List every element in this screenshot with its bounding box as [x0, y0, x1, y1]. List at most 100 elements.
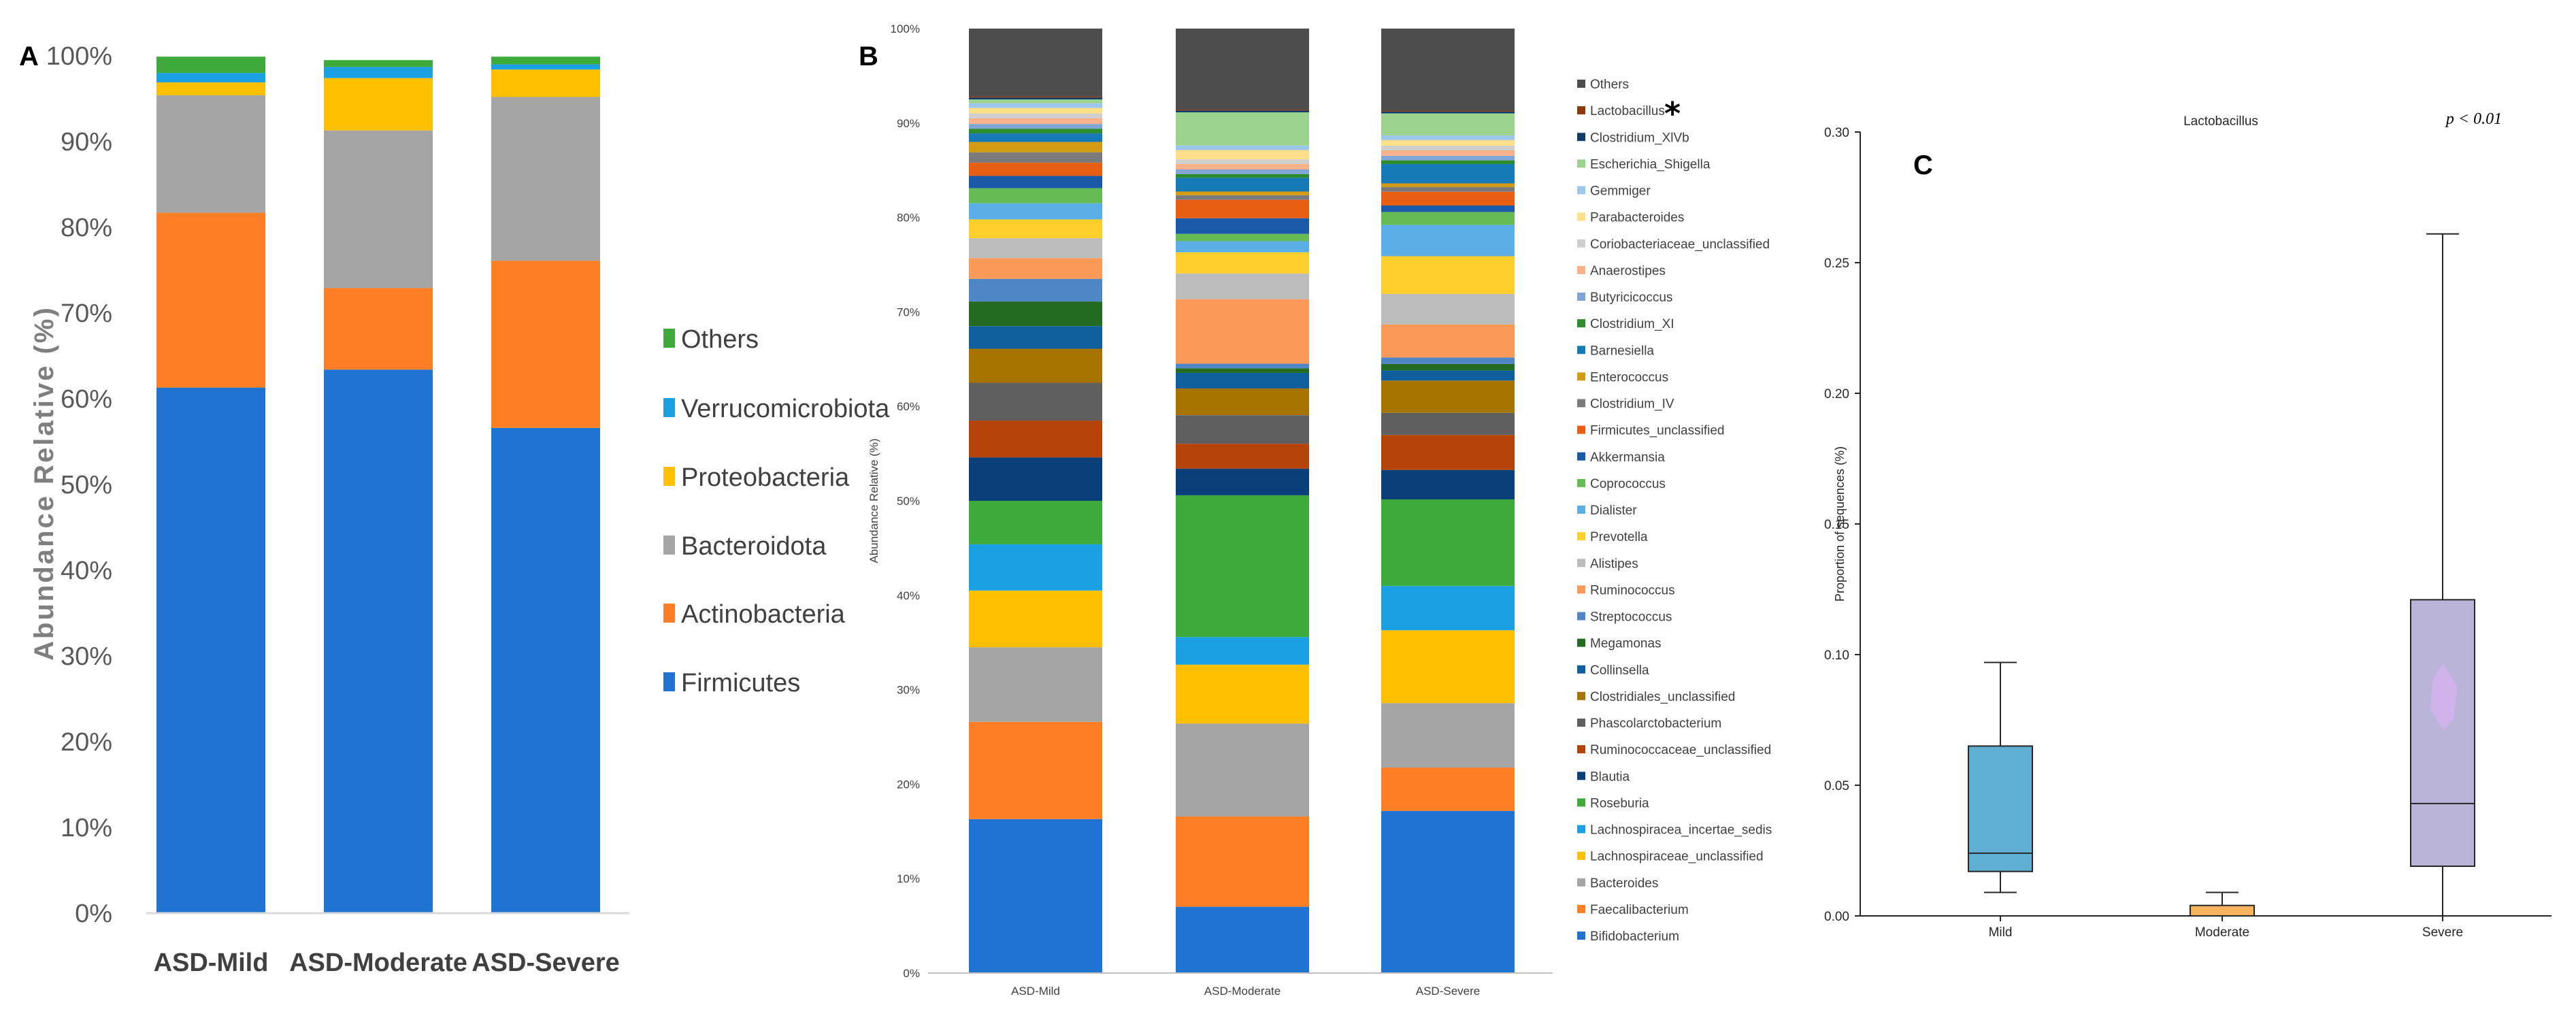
panel-b-bar-asd-mild-firmicutes-unclassified [969, 163, 1102, 176]
panel-b-bar-asd-mild-coriobacteriaceae-unclassified [969, 113, 1102, 118]
panel-a-bars [156, 56, 600, 913]
panel-b: B Abundance Relative (%) 0% 10% 20% 30% 40% 5… [859, 22, 1772, 998]
panel-b-legend-swatch-coprococcus [1577, 478, 1585, 487]
panel-b-bar-asd-mild-escherichia-shigella [969, 99, 1102, 103]
panel-a-legend-label-verrucomicrobiota: Verrucomicrobiota [681, 395, 890, 423]
panel-b-legend-label-clostridium-xi: Clostridium_XI [1590, 317, 1674, 331]
panel-b-bar-asd-mild-clostridiales-unclassified [969, 348, 1102, 383]
panel-a-bar-asd-moderate-proteobacteria [324, 78, 433, 131]
panel-a-categories: ASD-Mild ASD-Moderate ASD-Severe [154, 949, 620, 977]
panel-a-y-tick-7: 70% [61, 299, 112, 328]
panel-b-legend-swatch-dialister [1577, 506, 1585, 514]
panel-c-y-ticks: 0.00 0.05 0.10 0.15 0.20 0.25 0.30 [1824, 126, 1860, 924]
panel-b-legend-swatch-megamonas [1577, 638, 1585, 647]
panel-b-bar-asd-mild-faecalibacterium [969, 721, 1102, 819]
panel-a-legend-swatch-others [663, 329, 675, 348]
panel-b-bar-asd-severe-bacteroides [1381, 703, 1515, 768]
panel-b-bar-asd-mild-ruminococcus [969, 258, 1102, 279]
panel-b-bar-asd-mild-lachnospiraceae-unclassified [969, 590, 1102, 648]
panel-a-legend-swatch-verrucomicrobiota [663, 398, 675, 417]
panel-b-bar-asd-mild-anaerostipes [969, 118, 1102, 125]
panel-a-bar-asd-mild-verrucomicrobiota [156, 73, 265, 83]
panel-b-legend-label-coriobacteriaceae-unclassified: Coriobacteriaceae_unclassified [1590, 237, 1770, 252]
panel-b-legend-label-blautia: Blautia [1590, 770, 1630, 784]
panel-a-bar-asd-mild-others [156, 56, 265, 73]
panel-b-bar-asd-moderate-coriobacteriaceae-unclassified [1176, 159, 1309, 164]
panel-b-bar-asd-mild-dialister [969, 203, 1102, 220]
panel-b-legend-label-ruminococcus: Ruminococcus [1590, 583, 1675, 597]
panel-b-bar-asd-severe-clostridium-xi [1381, 160, 1515, 165]
panel-b-bar-asd-mild-butyricicoccus [969, 124, 1102, 129]
panel-b-legend-label-streptococcus: Streptococcus [1590, 610, 1672, 625]
panel-b-legend-label-gemmiger: Gemmiger [1590, 184, 1651, 199]
panel-c-title: Lactobacillus [2183, 114, 2258, 129]
panel-b-bar-asd-severe-anaerostipes [1381, 150, 1515, 156]
panel-b-bar-asd-moderate-alistipes [1176, 273, 1309, 299]
panel-b-label: B [859, 42, 878, 71]
panel-b-bar-asd-severe-escherichia-shigella [1381, 113, 1515, 136]
panel-b-bar-asd-severe-blautia [1381, 470, 1515, 499]
panel-b-legend-swatch-lachnospiracea-incertae-sedis [1577, 825, 1585, 834]
panel-c-y-tick-1: 0.05 [1824, 779, 1849, 793]
panel-b-legend-swatch-alistipes [1577, 559, 1585, 567]
panel-b-bar-asd-moderate-ruminococcaceae-unclassified [1176, 444, 1309, 469]
panel-b-bar-asd-severe-firmicutes-unclassified [1381, 191, 1515, 205]
panel-b-bar-asd-severe-coprococcus [1381, 212, 1515, 225]
panel-b-bar-asd-mild-barnesiella [969, 133, 1102, 142]
panel-b-legend-swatch-phascolarctobacterium [1577, 719, 1585, 727]
panel-b-legend-swatch-blautia [1577, 772, 1585, 780]
panel-b-legend-label-alistipes: Alistipes [1590, 557, 1638, 571]
panel-b-y-tick-2: 20% [897, 778, 920, 791]
panel-b-bar-asd-moderate-barnesiella [1176, 178, 1309, 192]
panel-c-category-mild: Mild [1989, 925, 2013, 940]
panel-b-bar-asd-mild-bifidobacterium [969, 819, 1102, 973]
panel-b-bar-asd-severe-prevotella [1381, 256, 1515, 294]
panel-a-bar-asd-mild-actinobacteria [156, 212, 265, 388]
panel-a-y-tick-5: 50% [61, 471, 112, 499]
panel-a-legend-label-actinobacteria: Actinobacteria [681, 600, 846, 629]
panel-b-bar-asd-mild-enterococcus [969, 142, 1102, 152]
panel-a-legend-swatch-firmicutes [663, 672, 675, 691]
panel-b-bar-asd-mild-roseburia [969, 501, 1102, 544]
panel-a-y-tick-6: 60% [61, 385, 112, 414]
panel-b-bar-asd-mild-others [969, 29, 1102, 97]
panel-b-legend-label-dialister: Dialister [1590, 504, 1637, 518]
panel-b-bar-asd-severe-ruminococcus [1381, 324, 1515, 358]
panel-b-bar-asd-moderate-lachnospiraceae-unclassified [1176, 664, 1309, 724]
panel-b-bar-asd-mild-megamonas [969, 301, 1102, 327]
panel-a-bar-asd-mild-bacteroidota [156, 95, 265, 213]
panel-b-legend-swatch-lactobacillus [1577, 106, 1585, 115]
panel-b-bar-asd-moderate-clostridium-iv [1176, 195, 1309, 200]
panel-b-legend-label-enterococcus: Enterococcus [1590, 370, 1668, 384]
panel-b-legend-label-parabacteroides: Parabacteroides [1590, 211, 1684, 225]
panel-b-bar-asd-mild-prevotella [969, 219, 1102, 239]
panel-b-significance-asterisk: * [1664, 95, 1681, 132]
panel-c-y-tick-4: 0.20 [1824, 387, 1849, 401]
panel-b-legend-swatch-bacteroides [1577, 878, 1585, 887]
panel-b-bar-asd-severe-dialister [1381, 225, 1515, 257]
panel-b-legend-swatch-parabacteroides [1577, 212, 1585, 221]
panel-b-legend-swatch-lachnospiraceae-unclassified [1577, 851, 1585, 860]
panel-a-y-tick-4: 40% [61, 557, 112, 585]
panel-b-bar-asd-mild-bacteroides [969, 647, 1102, 722]
panel-a-bar-asd-mild-proteobacteria [156, 82, 265, 95]
panel-b-y-tick-6: 60% [897, 400, 920, 413]
panel-b-bar-asd-mild-alistipes [969, 238, 1102, 259]
panel-a-y-tick-0: 0% [75, 900, 112, 928]
panel-b-legend-label-coprococcus: Coprococcus [1590, 477, 1666, 491]
panel-b-bar-asd-moderate-lachnospiracea-incertae-sedis [1176, 637, 1309, 665]
panel-b-bar-asd-moderate-enterococcus [1176, 191, 1309, 195]
panel-b-bar-asd-mild-phascolarctobacterium [969, 382, 1102, 421]
panel-c-y-tick-0: 0.00 [1824, 910, 1849, 924]
panel-b-legend-label-others: Others [1590, 78, 1629, 92]
panel-a-y-tick-9: 90% [61, 128, 112, 157]
panel-b-bar-asd-moderate-roseburia [1176, 495, 1309, 638]
panel-b-bar-asd-severe-clostridium-xlvb [1381, 111, 1515, 114]
panel-a-bar-asd-severe-bacteroidota [491, 97, 600, 261]
panel-b-legend-label-lachnospiracea-incertae-sedis: Lachnospiracea_incertae_sedis [1590, 823, 1772, 838]
panel-b-y-tick-8: 80% [897, 212, 920, 225]
panel-b-legend-swatch-akkermansia [1577, 452, 1585, 461]
panel-b-bar-asd-mild-akkermansia [969, 176, 1102, 188]
panel-b-legend-label-escherichia-shigella: Escherichia_Shigella [1590, 157, 1711, 171]
